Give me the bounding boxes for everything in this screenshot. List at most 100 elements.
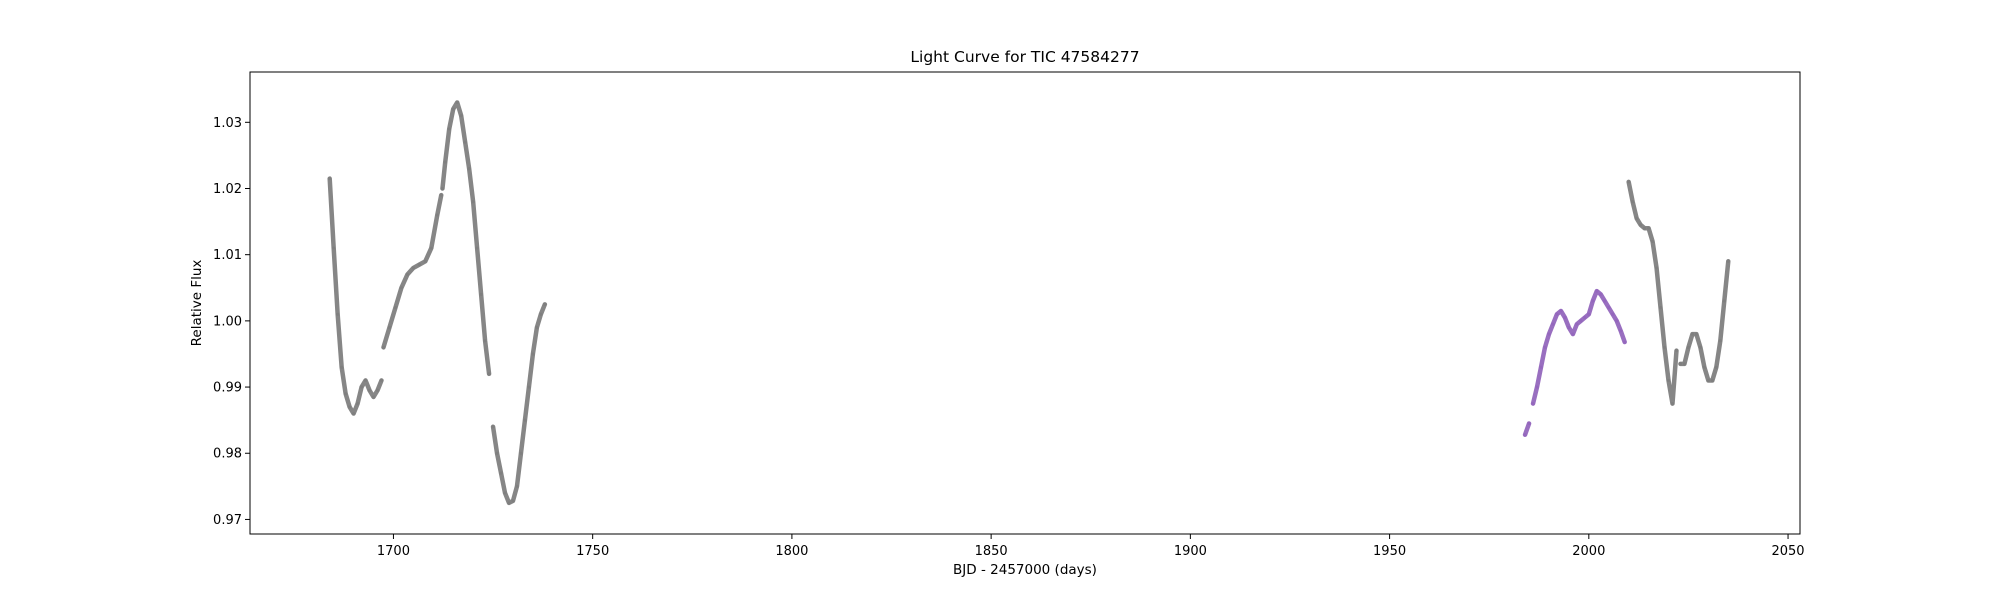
data-point: [344, 392, 348, 396]
data-point: [340, 365, 344, 369]
data-point: [417, 263, 421, 267]
data-point: [495, 451, 499, 455]
data-point: [1539, 365, 1543, 369]
data-point: [1551, 322, 1555, 326]
data-point: [459, 114, 463, 118]
data-point: [1535, 385, 1539, 389]
data-point: [1579, 319, 1583, 323]
data-point: [1635, 216, 1639, 220]
data-point: [381, 345, 386, 349]
data-point: [1643, 226, 1647, 230]
data-point: [463, 140, 467, 144]
data-point: [1674, 349, 1679, 353]
y-axis-label: Relative Flux: [189, 260, 205, 347]
data-point: [393, 306, 398, 310]
data-point: [348, 405, 352, 409]
series-0-segment-4: [1626, 179, 1679, 406]
data-point: [471, 200, 475, 204]
data-point: [387, 325, 392, 330]
data-point: [1722, 299, 1726, 303]
x-tick-label: 1850: [975, 544, 1008, 559]
series-1-segment-0: [1522, 421, 1532, 437]
series-1: [1522, 288, 1627, 437]
data-layer: [327, 100, 1731, 506]
data-point: [375, 388, 380, 392]
data-point: [539, 312, 543, 316]
data-point: [443, 160, 447, 164]
data-point: [1650, 239, 1655, 244]
data-point: [371, 395, 376, 399]
data-point: [1555, 312, 1559, 316]
data-point: [1678, 362, 1683, 366]
data-point: [1631, 200, 1635, 204]
data-point: [447, 127, 451, 131]
data-point: [1523, 433, 1527, 437]
plot-frame: [249, 71, 1801, 535]
data-point: [483, 339, 487, 343]
x-tick-label: 1800: [775, 544, 808, 559]
data-point: [535, 325, 539, 330]
data-point: [1694, 332, 1698, 336]
data-point: [1599, 292, 1603, 296]
data-point: [1627, 180, 1631, 184]
data-point: [1706, 378, 1710, 383]
data-point: [423, 259, 427, 263]
data-point: [363, 378, 368, 383]
data-point: [405, 272, 409, 277]
data-point: [1591, 299, 1595, 303]
x-axis: 1700 1750 1800 1850 1900 1950 2000 2050: [377, 534, 1805, 559]
series-0-segment-3: [490, 302, 548, 506]
data-point: [523, 418, 527, 422]
x-axis-label: BJD - 2457000 (days): [953, 562, 1097, 578]
data-point: [355, 402, 360, 406]
data-point: [1658, 306, 1663, 310]
data-point: [336, 312, 340, 316]
series-0: [327, 100, 1731, 506]
data-point: [527, 385, 531, 389]
data-point: [1718, 339, 1722, 343]
data-point: [1639, 223, 1643, 227]
data-point: [1698, 345, 1702, 349]
data-point: [1623, 340, 1627, 344]
data-point: [1710, 378, 1714, 383]
data-point: [1615, 319, 1619, 323]
data-point: [511, 499, 515, 503]
data-point: [1595, 289, 1599, 293]
data-point: [1619, 329, 1623, 333]
data-point: [1563, 315, 1567, 320]
data-point: [1547, 332, 1551, 336]
data-point: [491, 425, 495, 429]
data-point: [479, 292, 483, 296]
series-0-segment-1: [381, 192, 444, 350]
data-point: [1607, 306, 1611, 310]
x-tick-label: 1750: [576, 544, 609, 559]
y-axis: 0.97 0.98 0.99 1.00 1.01 1.02 1.03: [213, 116, 250, 528]
y-tick-label: 0.97: [213, 513, 242, 528]
data-point: [439, 193, 443, 197]
data-point: [1603, 299, 1607, 303]
data-point: [359, 385, 364, 389]
data-point: [1646, 226, 1651, 230]
data-point: [451, 107, 455, 111]
data-point: [440, 186, 445, 191]
data-point: [1670, 402, 1675, 406]
data-point: [1686, 345, 1691, 349]
data-point: [1714, 365, 1718, 369]
data-point: [435, 213, 439, 217]
data-point: [1583, 315, 1587, 320]
data-point: [1559, 309, 1563, 313]
data-point: [515, 484, 519, 488]
series-0-segment-5: [1678, 259, 1731, 383]
data-point: [507, 501, 511, 505]
y-tick-label: 1.03: [213, 116, 242, 131]
y-tick-label: 0.99: [213, 381, 242, 396]
x-tick-label: 1700: [377, 544, 410, 559]
data-point: [1662, 345, 1667, 349]
data-point: [1587, 312, 1591, 316]
data-point: [332, 246, 336, 250]
data-point: [455, 100, 459, 105]
y-tick-label: 1.00: [213, 314, 242, 329]
data-point: [379, 378, 384, 383]
